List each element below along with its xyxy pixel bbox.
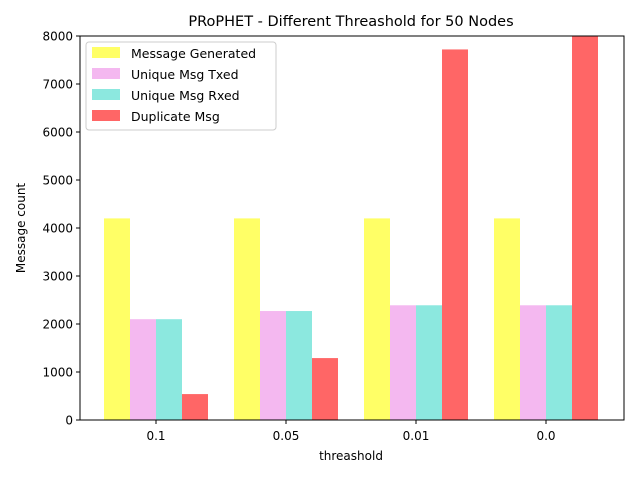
bar-3-2 (442, 49, 468, 420)
y-tick-label: 6000 (42, 126, 73, 140)
bar-2-3 (546, 305, 572, 420)
y-tick-label: 3000 (42, 270, 73, 284)
legend-swatch (92, 68, 120, 79)
bar-1-1 (260, 311, 286, 420)
bar-1-2 (390, 305, 416, 420)
bar-2-2 (416, 305, 442, 420)
legend-swatch (92, 89, 120, 100)
y-axis: 0 1000 2000 3000 4000 5000 6000 7000 8000 (42, 30, 80, 428)
chart-title: PRoPHET - Different Threashold for 50 No… (188, 14, 513, 30)
bar-0-1 (234, 218, 260, 420)
legend-swatch (92, 110, 120, 121)
legend-label: Unique Msg Rxed (131, 88, 240, 103)
legend-swatch (92, 47, 120, 58)
y-tick-label: 0 (65, 414, 73, 428)
bar-0-0 (104, 218, 130, 420)
bar-0-2 (364, 218, 390, 420)
y-tick-label: 5000 (42, 174, 73, 188)
bars-layer (104, 36, 598, 420)
y-tick-label: 2000 (42, 318, 73, 332)
y-tick-label: 8000 (42, 30, 73, 44)
legend: Message Generated Unique Msg Txed Unique M… (85, 41, 277, 131)
x-axis: 0.1 0.05 0.01 0.0 (146, 420, 556, 443)
x-tick-label: 0.01 (403, 429, 430, 443)
legend-label: Duplicate Msg (131, 109, 220, 124)
bar-3-0 (182, 394, 208, 420)
x-tick-label: 0.1 (146, 429, 165, 443)
y-tick-label: 4000 (42, 222, 73, 236)
x-tick-label: 0.0 (536, 429, 555, 443)
x-tick-label: 0.05 (273, 429, 300, 443)
legend-box (85, 41, 277, 131)
bar-1-3 (520, 305, 546, 420)
legend-label: Unique Msg Txed (131, 67, 239, 82)
y-tick-label: 7000 (42, 78, 73, 92)
bar-1-0 (130, 319, 156, 420)
bar-3-1 (312, 358, 338, 420)
x-axis-title: threashold (319, 449, 383, 463)
bar-2-0 (156, 319, 182, 420)
y-tick-label: 1000 (42, 366, 73, 380)
bar-2-1 (286, 311, 312, 420)
bar-0-3 (494, 218, 520, 420)
legend-label: Message Generated (131, 46, 256, 61)
y-axis-title: Message count (14, 183, 28, 274)
bar-3-3 (572, 36, 598, 420)
